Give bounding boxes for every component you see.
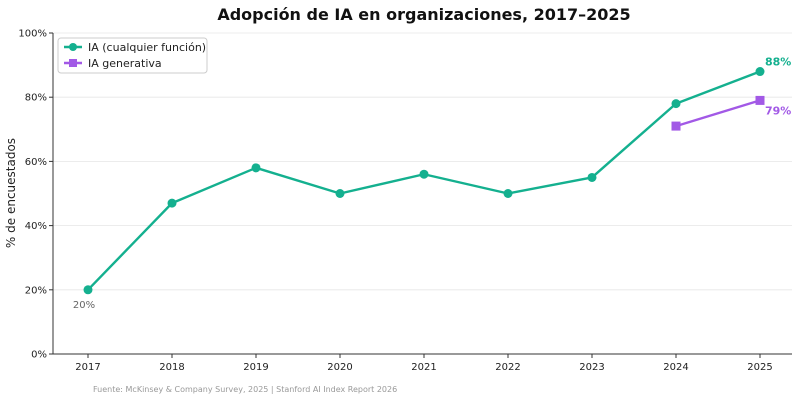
x-tick-label: 2018 — [159, 362, 184, 373]
data-point — [587, 172, 597, 182]
x-tick-label: 2021 — [411, 362, 436, 373]
x-tick-label: 2019 — [243, 362, 268, 373]
legend-label: IA generativa — [88, 57, 162, 70]
data-label: 79% — [765, 104, 791, 117]
x-tick-label: 2022 — [495, 362, 520, 373]
chart-title: Adopción de IA en organizaciones, 2017–2… — [217, 5, 630, 24]
x-tick-label: 2024 — [663, 362, 688, 373]
y-tick-label: 60% — [25, 157, 47, 168]
data-point — [167, 198, 177, 208]
data-point — [419, 169, 429, 179]
axes: 0% 20% 40% 60% 80% 100% 2017 2018 2019 2020 2021 20… — [18, 29, 792, 373]
data-point — [755, 95, 765, 105]
data-point — [251, 163, 261, 173]
data-point — [671, 121, 681, 131]
x-tick-label: 2020 — [327, 362, 352, 373]
x-tick-label: 2017 — [75, 362, 100, 373]
data-point — [755, 67, 765, 77]
data-point — [335, 189, 345, 198]
gridlines — [53, 32, 792, 291]
source-note: Fuente: McKinsey & Company Survey, 2025 … — [93, 385, 397, 394]
data-point — [671, 99, 681, 109]
legend-label: IA (cualquier función) — [88, 41, 206, 54]
data-label: 88% — [765, 56, 791, 69]
x-tick-label: 2025 — [747, 362, 772, 373]
data-point — [503, 189, 513, 198]
data-label: 20% — [73, 300, 95, 311]
legend-swatch-marker — [69, 43, 77, 51]
legend: IA (cualquier función) IA generativa — [57, 37, 208, 74]
y-tick-label: 80% — [25, 93, 47, 104]
series-line — [675, 99, 761, 128]
y-axis-label: % de encuestados — [4, 138, 18, 248]
series-layer — [83, 67, 765, 295]
legend-swatch-marker — [69, 59, 77, 67]
y-tick-label: 0% — [31, 350, 47, 361]
y-tick-label: 40% — [25, 221, 47, 232]
data-point — [83, 285, 93, 295]
series-line — [87, 70, 761, 291]
y-tick-label: 20% — [25, 285, 47, 296]
legend-box — [57, 37, 208, 74]
x-tick-label: 2023 — [579, 362, 604, 373]
annotations: 88% 79% 20% — [73, 56, 791, 311]
y-tick-label: 100% — [18, 29, 47, 40]
